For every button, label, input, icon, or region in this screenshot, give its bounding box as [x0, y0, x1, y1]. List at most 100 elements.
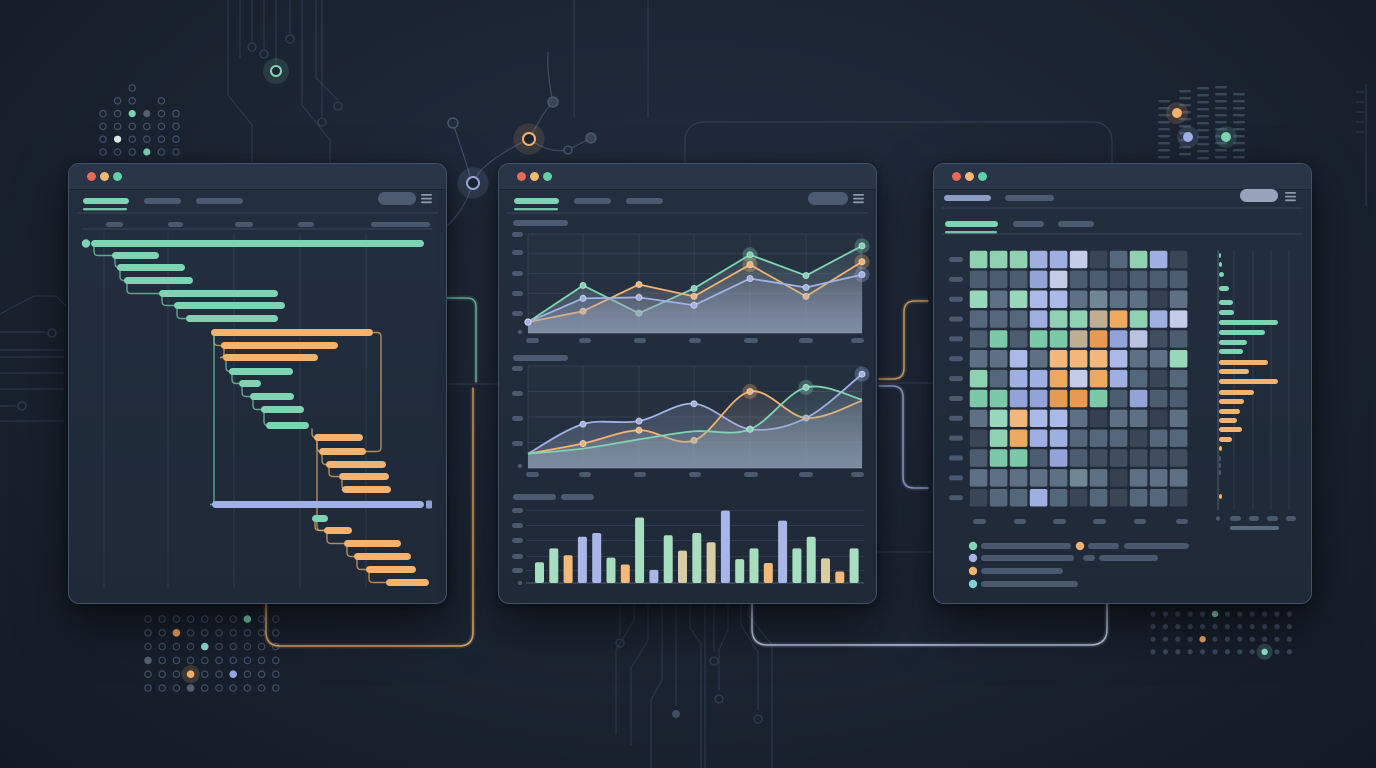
- gantt-task-bar[interactable]: [174, 302, 285, 309]
- mini-scrollbar[interactable]: [1230, 526, 1279, 530]
- minimize-button[interactable]: [965, 172, 974, 181]
- zoom-button[interactable]: [543, 172, 552, 181]
- minimize-button[interactable]: [530, 172, 539, 181]
- close-button[interactable]: [952, 172, 961, 181]
- gantt-task-bar[interactable]: [366, 566, 416, 573]
- tab-pill[interactable]: [1058, 221, 1094, 227]
- menu-icon[interactable]: [1285, 192, 1296, 202]
- dot-grid-dot: [172, 684, 181, 692]
- gantt-task-bar[interactable]: [159, 290, 278, 297]
- dot-grid-dot: [99, 122, 107, 131]
- tab-pill[interactable]: [1013, 221, 1044, 227]
- heatmap-cell: [1169, 310, 1188, 328]
- gantt-task-bar[interactable]: [354, 553, 411, 560]
- close-button[interactable]: [517, 172, 526, 181]
- gantt-task-bar[interactable]: [239, 380, 261, 387]
- dot-grid-dot: [1274, 649, 1280, 655]
- legend-pill[interactable]: [981, 555, 1074, 561]
- dot-grid-dot: [1249, 624, 1255, 630]
- gantt-task-bar[interactable]: [344, 540, 401, 547]
- tab-pill[interactable]: [1005, 195, 1054, 201]
- legend-pill[interactable]: [1088, 543, 1119, 549]
- dot-grid-dot: [215, 615, 223, 623]
- legend-pill[interactable]: [561, 494, 594, 500]
- equalizer-dash: [1158, 121, 1170, 124]
- gantt-task-bar[interactable]: [386, 579, 429, 586]
- search-pill[interactable]: [378, 192, 416, 205]
- gantt-task-bar[interactable]: [342, 486, 391, 493]
- search-pill[interactable]: [1240, 189, 1278, 202]
- dot-grid-dot: [99, 135, 107, 144]
- tab-pill[interactable]: [196, 198, 243, 204]
- zoom-button[interactable]: [978, 172, 987, 181]
- legend-pill[interactable]: [981, 581, 1078, 587]
- dot-grid-dot: [1286, 649, 1292, 655]
- gantt-task-bar[interactable]: [223, 354, 318, 361]
- minimize-button[interactable]: [100, 172, 109, 181]
- gantt-task-bar[interactable]: [266, 422, 309, 429]
- gantt-task-bar[interactable]: [112, 252, 159, 259]
- active-tab-pill[interactable]: [945, 221, 998, 227]
- menu-icon[interactable]: [421, 194, 432, 204]
- tab-pill[interactable]: [944, 195, 991, 201]
- window-heatmap: [933, 163, 1312, 604]
- menu-icon[interactable]: [853, 194, 864, 204]
- dot-grid-dot: [243, 684, 252, 692]
- dot-grid-dot: [1162, 611, 1168, 617]
- bar: [649, 569, 659, 583]
- gantt-task-bar[interactable]: [261, 406, 304, 413]
- gantt-task-bar[interactable]: [212, 501, 424, 508]
- x-axis-tick-pill: [579, 472, 591, 477]
- equalizer-dash: [1197, 122, 1209, 125]
- bar: [763, 562, 773, 583]
- close-button[interactable]: [87, 172, 96, 181]
- gantt-task-bar[interactable]: [221, 342, 338, 349]
- heatmap-cell: [1049, 369, 1068, 388]
- tab-pill[interactable]: [626, 198, 663, 204]
- gantt-task-bar[interactable]: [324, 527, 352, 534]
- gantt-task-bar[interactable]: [339, 473, 389, 480]
- legend-pill[interactable]: [513, 494, 556, 500]
- gantt-task-bar[interactable]: [91, 240, 424, 247]
- gantt-task-bar[interactable]: [326, 461, 386, 468]
- legend-pill[interactable]: [981, 568, 1063, 574]
- tab-pill[interactable]: [144, 198, 181, 204]
- window-titlebar[interactable]: [69, 164, 446, 190]
- legend-pill[interactable]: [1099, 555, 1158, 561]
- search-pill[interactable]: [808, 192, 848, 205]
- gantt-task-bar[interactable]: [250, 393, 294, 400]
- heatmap-cell: [1069, 469, 1088, 487]
- data-point: [802, 383, 810, 391]
- window-titlebar[interactable]: [934, 164, 1311, 190]
- active-tab-pill[interactable]: [514, 198, 559, 204]
- dot-grid-dot: [1162, 636, 1168, 642]
- bar: [577, 536, 587, 583]
- window-titlebar[interactable]: [499, 164, 876, 190]
- zoom-button[interactable]: [113, 172, 122, 181]
- gantt-task-bar[interactable]: [117, 264, 185, 271]
- heatmap-cell: [1069, 429, 1088, 447]
- heatmap-cell: [1029, 330, 1048, 348]
- legend-pill[interactable]: [981, 543, 1071, 549]
- gantt-task-bar[interactable]: [312, 515, 328, 522]
- dot-grid-dot: [229, 670, 237, 678]
- legend-dot-icon: [968, 541, 978, 551]
- gantt-task-bar[interactable]: [319, 448, 366, 455]
- gantt-task-bar[interactable]: [229, 368, 293, 375]
- legend-pill[interactable]: [1083, 555, 1095, 561]
- gantt-task-bar[interactable]: [314, 434, 363, 441]
- active-tab-pill[interactable]: [83, 198, 129, 204]
- y-axis-tick-pill: [512, 366, 523, 371]
- legend-pill[interactable]: [1124, 543, 1189, 549]
- heatmap-cell: [1129, 409, 1148, 428]
- gantt-task-bar[interactable]: [211, 329, 373, 336]
- equalizer-dash: [1158, 149, 1170, 152]
- gantt-task-bar[interactable]: [124, 277, 193, 284]
- heatmap-cell: [1109, 449, 1128, 467]
- heatmap-cell: [1149, 369, 1168, 388]
- heatmap-cell: [1089, 409, 1108, 428]
- hbar: [1219, 427, 1242, 432]
- tab-pill[interactable]: [574, 198, 611, 204]
- heatmap-cell: [1009, 350, 1028, 368]
- gantt-task-bar[interactable]: [186, 315, 278, 322]
